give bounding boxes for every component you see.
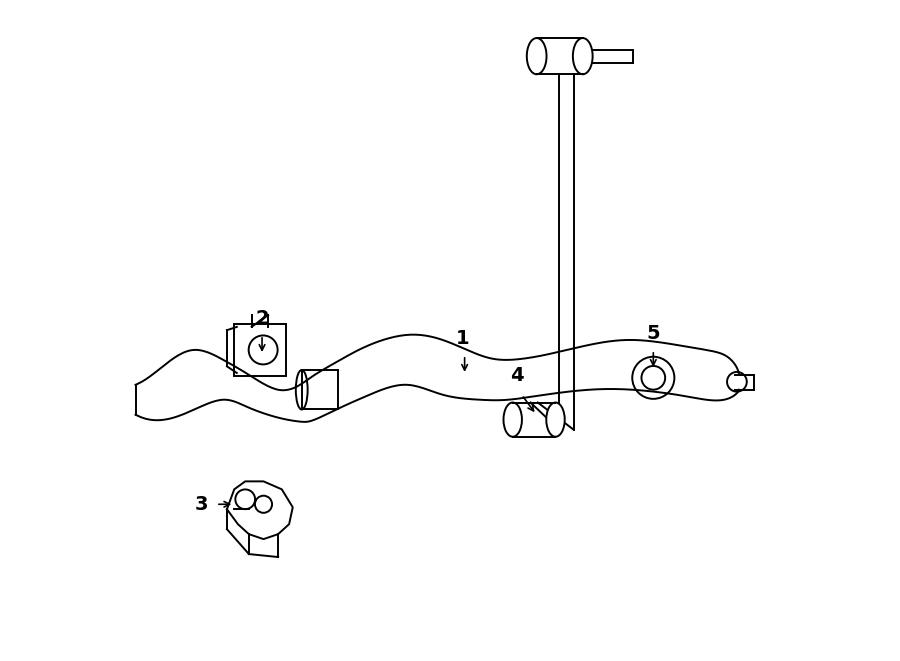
Text: 2: 2	[256, 309, 269, 328]
Ellipse shape	[546, 403, 564, 437]
Circle shape	[633, 357, 674, 399]
Text: 3: 3	[195, 495, 209, 514]
Bar	[302, 370, 338, 410]
Ellipse shape	[573, 38, 592, 74]
Text: 4: 4	[510, 366, 524, 385]
Text: 5: 5	[646, 324, 660, 343]
Text: 1: 1	[455, 329, 469, 348]
